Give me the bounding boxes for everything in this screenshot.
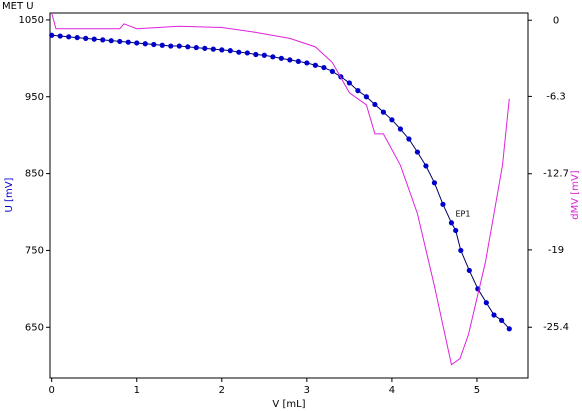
data-point: [227, 48, 233, 54]
data-point: [506, 326, 512, 332]
data-point: [253, 51, 259, 58]
data-point: [466, 267, 472, 274]
data-point: [458, 247, 464, 254]
data-point: [117, 38, 123, 45]
y2-tick-label: -19: [548, 245, 564, 256]
data-point: [453, 227, 459, 234]
data-point: [491, 312, 497, 318]
data-point: [483, 300, 489, 306]
data-point: [244, 50, 250, 56]
x-tick-label: 3: [304, 385, 310, 396]
data-point: [346, 80, 352, 86]
data-point: [287, 57, 293, 63]
data-point: [372, 101, 378, 108]
data-point: [312, 62, 318, 68]
data-point: [295, 58, 301, 65]
y-tick-label: 950: [25, 92, 44, 103]
y-tick-label: 750: [25, 245, 44, 256]
data-point: [74, 34, 80, 41]
data-point: [380, 109, 387, 115]
data-point: [66, 34, 72, 40]
y2-tick-label: -12.7: [543, 169, 569, 180]
data-point: [406, 136, 412, 142]
x-tick-label: 4: [389, 385, 395, 396]
data-point: [91, 36, 97, 42]
data-point: [134, 40, 140, 46]
y2-tick-label: -6.3: [546, 91, 566, 102]
data-point: [431, 180, 438, 186]
data-point: [49, 32, 55, 38]
series-line: [51, 12, 510, 366]
chart-title: MET U: [2, 1, 34, 12]
x-tick-label: 5: [474, 385, 480, 396]
data-point: [355, 88, 361, 94]
data-point: [329, 68, 335, 74]
x-tick-label: 0: [49, 385, 55, 396]
y-axis-label: U [mV]: [4, 177, 15, 212]
plot-frame: [49, 12, 529, 379]
y-tick-label: 850: [25, 169, 44, 180]
data-point: [414, 149, 421, 155]
data-point: [499, 317, 505, 323]
data-point: [389, 117, 395, 123]
data-point: [397, 126, 404, 132]
data-point: [423, 163, 429, 169]
data-point: [236, 49, 242, 55]
data-point: [270, 54, 276, 60]
x-tick-label: 2: [219, 385, 225, 396]
data-point: [83, 35, 89, 41]
y-tick-label: 650: [25, 322, 44, 333]
data-point: [168, 43, 174, 49]
x-axis-label: V [mL]: [272, 399, 305, 410]
data-point: [185, 44, 191, 50]
data-point: [151, 41, 157, 48]
data-point: [100, 37, 106, 43]
data-point: [278, 55, 284, 61]
data-point: [176, 43, 182, 49]
annotation: EP1: [455, 209, 470, 218]
y2-axis-label: dMV [mV]: [570, 170, 581, 219]
y2-tick-label: -25.4: [543, 322, 569, 333]
data-point: [57, 33, 63, 39]
data-point: [321, 64, 327, 71]
data-point: [210, 46, 216, 52]
data-point: [125, 39, 131, 45]
data-point: [108, 38, 114, 44]
data-point: [219, 47, 225, 53]
x-tick-label: 1: [134, 385, 140, 396]
data-point: [261, 52, 267, 58]
data-point: [202, 45, 208, 51]
y2-tick-label: 0: [553, 15, 559, 26]
data-point: [304, 60, 310, 66]
data-point: [142, 41, 148, 47]
data-point: [448, 220, 455, 226]
data-point: [193, 44, 199, 51]
data-point: [363, 94, 369, 100]
data-point: [159, 42, 165, 48]
y-tick-label: 1050: [19, 15, 44, 26]
data-point: [440, 201, 446, 207]
